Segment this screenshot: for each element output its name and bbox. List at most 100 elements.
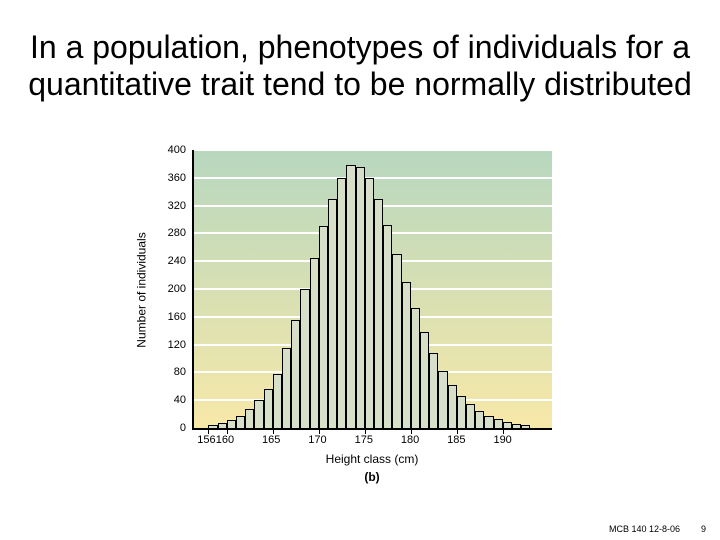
histogram-bar [236,416,245,429]
x-tick-label: 156 [197,434,215,446]
histogram-bar [438,371,447,428]
bar-slot [475,150,484,428]
y-tick-label: 360 [154,172,186,184]
bar-slot [236,150,245,428]
x-tick-label: 190 [493,434,511,446]
histogram-bar [254,400,263,428]
bar-slot [310,150,319,428]
footer-page-number: 9 [701,524,706,534]
footer-course: MCB 140 12-8-06 [609,524,680,534]
histogram-bar [282,348,291,428]
bar-slot [365,150,374,428]
slide-title: In a population, phenotypes of individua… [0,29,720,103]
y-tick-label: 320 [154,200,186,212]
bar-slot [383,150,392,428]
bar-slot [457,150,466,428]
histogram-bar [402,282,411,428]
histogram-bar [218,423,227,428]
bar-slot [273,150,282,428]
histogram-chart: Number of individuals 040801201602002402… [150,150,570,480]
bar-slot [503,150,512,428]
histogram-bar [319,226,328,428]
histogram-bar [392,254,401,428]
histogram-bar [429,353,438,428]
y-tick-label: 240 [154,255,186,267]
histogram-bar [512,424,521,428]
histogram-bar [521,425,530,428]
histogram-bar [374,199,383,428]
histogram-bar [420,332,429,428]
histogram-bar [356,167,365,428]
x-tick-label: 180 [401,434,419,446]
bar-slot [392,150,401,428]
histogram-bar [503,422,512,428]
bar-slot [227,150,236,428]
bars-container [194,150,552,428]
bar-slot [402,150,411,428]
y-tick-label: 280 [154,227,186,239]
bar-slot [245,150,254,428]
y-tick-label: 400 [154,144,186,156]
y-tick-label: 80 [154,366,186,378]
x-tick-label: 170 [308,434,326,446]
bar-slot [300,150,309,428]
histogram-bar [494,419,503,428]
bar-slot [512,150,521,428]
bar-slot [448,150,457,428]
bar-slot [438,150,447,428]
histogram-bar [300,289,309,428]
x-axis-ticks: 156160 165 170 175 180 185 190 [192,434,552,450]
histogram-bar [365,178,374,428]
histogram-bar [383,225,392,428]
y-axis-ticks: 04080120160200240280320360400 [154,150,190,430]
histogram-bar [411,308,420,428]
bar-slot [208,150,217,428]
bar-slot [484,150,493,428]
histogram-bar [457,396,466,428]
bar-slot [218,150,227,428]
bar-slot [374,150,383,428]
histogram-bar [337,178,346,428]
histogram-bar [264,389,273,428]
bar-slot [337,150,346,428]
bar-slot [291,150,300,428]
bar-slot [411,150,420,428]
bar-slot [521,150,530,428]
histogram-bar [273,374,282,428]
bar-slot [264,150,273,428]
bar-slot [420,150,429,428]
bar-slot [319,150,328,428]
x-tick-label: 165 [262,434,280,446]
y-tick-label: 120 [154,339,186,351]
histogram-bar [448,385,457,428]
subfigure-label: (b) [192,470,552,484]
y-tick-label: 40 [154,394,186,406]
x-axis-label: Height class (cm) [192,452,552,466]
y-tick-label: 0 [154,422,186,434]
histogram-bar [346,165,355,428]
histogram-bar [245,409,254,428]
bar-slot [494,150,503,428]
bar-slot [346,150,355,428]
y-tick-label: 160 [154,311,186,323]
y-axis-label: Number of individuals [132,150,152,430]
bar-slot [429,150,438,428]
bar-slot [356,150,365,428]
bar-slot [254,150,263,428]
y-axis-label-text: Number of individuals [135,232,149,347]
bar-slot [282,150,291,428]
histogram-bar [484,416,493,429]
histogram-bar [310,258,319,428]
bar-slot [328,150,337,428]
x-tick-label: 185 [447,434,465,446]
histogram-bar [227,420,236,428]
x-tick-label: 160 [216,434,234,446]
histogram-bar [208,425,217,428]
plot-area [192,150,552,430]
histogram-bar [475,411,484,428]
histogram-bar [328,199,337,428]
bar-slot [466,150,475,428]
x-tick-label: 175 [355,434,373,446]
histogram-bar [291,320,300,428]
histogram-bar [466,404,475,428]
